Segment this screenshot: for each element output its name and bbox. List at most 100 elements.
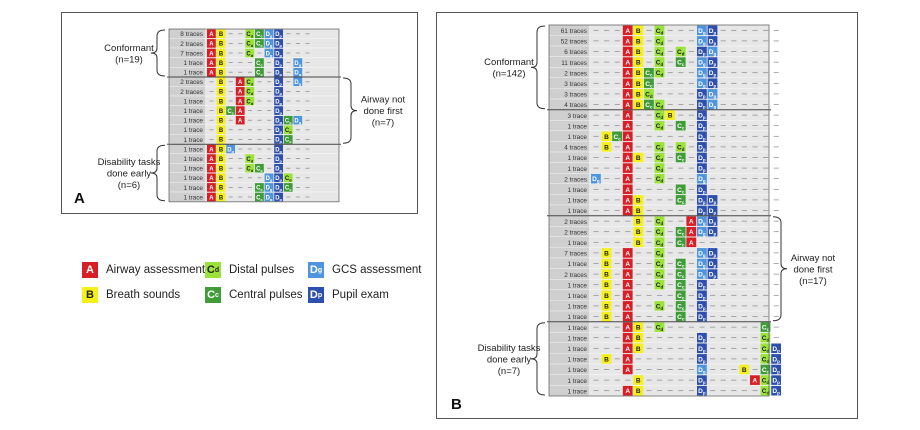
trace-row: 1 trace A Cd Cc Dp <box>549 120 779 132</box>
task-code: Dp <box>698 293 706 301</box>
trace-count-label: 4 traces <box>564 145 587 152</box>
task-code: Cd <box>656 166 664 174</box>
task-code: B <box>219 119 224 125</box>
task-b-icon: B <box>601 142 612 152</box>
task-a-icon: A <box>622 131 633 142</box>
task-code: A <box>625 335 630 342</box>
task-cell <box>245 48 255 58</box>
task-dp-icon: Dp <box>274 144 283 154</box>
task-code: Dp <box>709 81 717 89</box>
task-code: Dg <box>698 70 706 78</box>
task-a-icon: A <box>622 385 633 396</box>
task-cell <box>707 57 718 67</box>
task-dg-icon: Dg <box>264 48 274 58</box>
panel-letter: A <box>74 190 85 207</box>
task-cell <box>633 36 644 46</box>
trace-row: 2 traces A B Cd Cc Dg Dp <box>169 38 339 49</box>
group-label: (n=142) <box>492 69 525 80</box>
task-cell <box>633 385 644 396</box>
task-cell <box>654 152 665 163</box>
row-label-bg <box>549 88 589 100</box>
trace-count-label: 3 traces <box>564 92 587 99</box>
task-a-icon: A <box>622 258 633 269</box>
task-code: Cc <box>677 282 685 290</box>
task-b-icon: B <box>216 48 226 57</box>
row-bg <box>205 96 339 106</box>
group-label: (n=6) <box>118 180 140 191</box>
task-code: Dp <box>275 176 282 183</box>
task-code: B <box>219 109 224 115</box>
trace-row: 1 trace A B Cc Dp Dp <box>549 194 779 206</box>
task-cell <box>216 58 226 67</box>
task-cell <box>697 142 707 152</box>
task-cell <box>274 163 283 173</box>
task-cell <box>216 163 226 173</box>
task-b-icon: B <box>216 29 226 38</box>
task-cell <box>264 183 274 192</box>
row-label-bg <box>169 86 205 97</box>
task-code: Cc <box>677 261 685 269</box>
task-dg-icon: Dg <box>697 25 707 35</box>
task-cd-icon: Cd <box>675 46 686 57</box>
task-b-icon: B <box>633 89 644 99</box>
trace-row: 61 traces A B Cd Dg Dp <box>549 25 779 37</box>
task-code: Dg <box>698 250 706 258</box>
task-code: B <box>219 176 224 182</box>
task-b-icon: B <box>633 332 644 343</box>
task-cell <box>293 115 303 125</box>
task-cell <box>245 29 255 39</box>
task-cell <box>675 237 686 248</box>
task-code: B <box>219 61 224 67</box>
task-cell <box>654 301 665 311</box>
task-cell <box>245 154 255 163</box>
task-code: Dg <box>592 176 600 184</box>
task-code: Dp <box>709 219 717 227</box>
task-cell <box>697 375 707 385</box>
task-code: Dp <box>772 378 780 386</box>
trace-count-label: 1 trace <box>183 146 203 153</box>
task-cell <box>697 46 707 57</box>
task-b-icon: B <box>216 58 226 67</box>
task-cell <box>216 115 226 125</box>
task-cc-icon: Cc <box>612 131 622 141</box>
task-b-icon: B <box>601 131 612 142</box>
task-dp-icon: Dp <box>697 163 707 173</box>
task-cell <box>675 184 686 195</box>
task-cc-icon: Cc <box>644 78 654 89</box>
task-code: Cd <box>246 32 253 39</box>
task-a-icon: A <box>622 142 633 152</box>
task-cell <box>274 125 283 135</box>
task-cell <box>771 343 781 354</box>
task-cell <box>644 78 654 89</box>
task-cd-icon: Cd <box>654 301 665 311</box>
task-cell <box>654 25 665 36</box>
task-a-icon: A <box>622 279 633 290</box>
task-cell <box>633 216 644 226</box>
task-code: B <box>604 356 609 363</box>
task-cell <box>601 269 612 279</box>
row-label-bg <box>169 144 205 154</box>
task-dp-icon: Dp <box>697 142 707 152</box>
task-cell <box>622 67 633 78</box>
task-cell <box>274 144 283 154</box>
group-label: (n=19) <box>115 54 143 65</box>
task-cell <box>654 258 665 269</box>
row-label-bg <box>549 173 589 184</box>
group-label: Conformant <box>104 43 154 54</box>
task-code: Cd <box>656 325 664 333</box>
row-bg <box>205 163 339 173</box>
trace-row: 1 trace A B Dp Dp <box>549 205 779 217</box>
task-code: A <box>625 166 630 173</box>
task-code: Dp <box>698 282 706 290</box>
task-cell <box>622 57 633 67</box>
task-cd-icon: Cd <box>654 67 665 78</box>
task-dg-icon: Dg <box>293 67 303 77</box>
task-code: Cd <box>656 28 664 36</box>
task-code: Dp <box>275 167 282 174</box>
group-label: done early <box>487 354 532 365</box>
trace-row: 2 traces B Cd A Dg Dp <box>549 215 779 227</box>
task-cell <box>293 67 303 77</box>
task-code: A <box>209 167 214 173</box>
